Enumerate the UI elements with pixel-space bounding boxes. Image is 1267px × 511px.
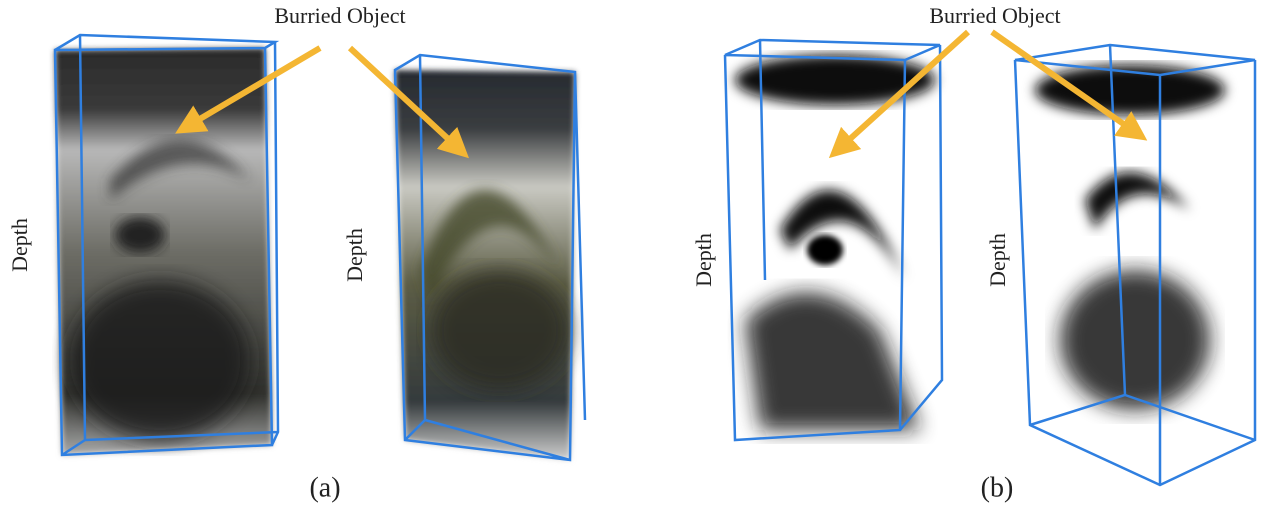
annotation: Burried Object bbox=[274, 3, 405, 28]
volume-render bbox=[725, 40, 942, 440]
annotation: Burried Object bbox=[929, 3, 1060, 28]
annotation-arrows bbox=[188, 32, 1135, 148]
volume-render bbox=[1015, 45, 1255, 485]
axis-label: Depth bbox=[342, 228, 367, 282]
axis-label: Depth bbox=[985, 233, 1010, 287]
caption: (a) bbox=[309, 472, 340, 503]
volume-render bbox=[55, 35, 278, 455]
caption: (b) bbox=[981, 472, 1014, 503]
figure: Burried Object Burried Object Depth Dept… bbox=[0, 0, 1267, 511]
axis-label: Depth bbox=[691, 233, 716, 287]
axis-label: Depth bbox=[7, 218, 32, 272]
